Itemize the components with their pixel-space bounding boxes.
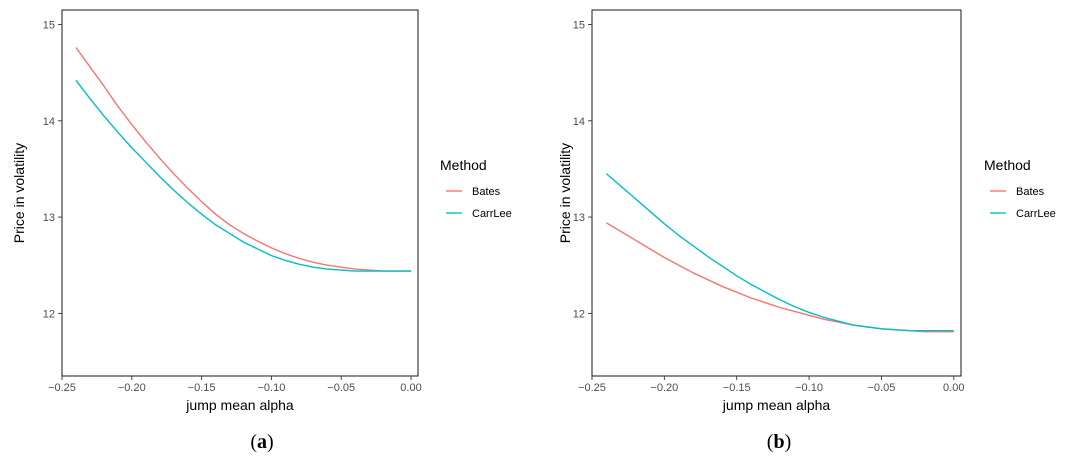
series-line-bates bbox=[75, 47, 412, 272]
caption-open-paren: ( bbox=[250, 431, 257, 453]
x-tick-label: −0.25 bbox=[48, 382, 76, 394]
x-tick-label: −0.10 bbox=[257, 382, 285, 394]
x-axis-title: jump mean alpha bbox=[185, 397, 294, 413]
legend-label-bates: Bates bbox=[1016, 186, 1045, 198]
x-tick-label: −0.25 bbox=[578, 382, 606, 394]
y-tick-label: 13 bbox=[43, 212, 55, 224]
caption-letter: a bbox=[257, 431, 267, 453]
y-tick-label: 14 bbox=[43, 116, 55, 128]
x-tick-label: −0.05 bbox=[867, 382, 895, 394]
x-tick-label: 0.00 bbox=[943, 382, 964, 394]
legend-label-carrlee: CarrLee bbox=[1016, 208, 1056, 220]
legend-label-carrlee: CarrLee bbox=[472, 208, 512, 220]
legend: Method Bates CarrLee bbox=[440, 157, 512, 220]
caption-close-paren: ) bbox=[785, 431, 792, 453]
x-tick-label: 0.00 bbox=[400, 382, 421, 394]
y-tick-label: 13 bbox=[573, 212, 585, 224]
x-tick-label: −0.05 bbox=[327, 382, 355, 394]
y-axis-title: Price in volatility bbox=[11, 143, 27, 243]
series-line-carrlee bbox=[606, 173, 954, 332]
plot-area bbox=[591, 9, 962, 377]
caption-open-paren: ( bbox=[767, 431, 774, 453]
caption-letter: b bbox=[773, 431, 784, 453]
legend-title: Method bbox=[440, 157, 487, 173]
chart-panel-b: −0.25 −0.20 −0.15 −0.10 −0.05 0.00 12 13 14 15 jum… bbox=[557, 9, 1056, 453]
x-tick-label: −0.10 bbox=[795, 382, 823, 394]
panel-caption: (a) bbox=[250, 431, 273, 453]
plot-area bbox=[61, 9, 419, 377]
legend-label-bates: Bates bbox=[472, 186, 501, 198]
y-axis-title: Price in volatility bbox=[557, 143, 573, 243]
y-tick-label: 12 bbox=[43, 308, 55, 320]
y-tick-label: 15 bbox=[43, 19, 55, 31]
x-tick-label: −0.20 bbox=[650, 382, 678, 394]
caption-close-paren: ) bbox=[267, 431, 274, 453]
panel-caption: (b) bbox=[767, 431, 791, 453]
y-tick-label: 15 bbox=[573, 19, 585, 31]
series-line-carrlee bbox=[75, 79, 412, 272]
y-tick-label: 14 bbox=[573, 116, 585, 128]
x-tick-label: −0.20 bbox=[118, 382, 146, 394]
legend-title: Method bbox=[984, 157, 1031, 173]
chart-panel-a: −0.25 −0.20 −0.15 −0.10 −0.05 0.00 12 13 14 15 jum… bbox=[11, 9, 512, 453]
x-axis-title: jump mean alpha bbox=[722, 397, 831, 413]
x-tick-label: −0.15 bbox=[188, 382, 216, 394]
y-tick-label: 12 bbox=[573, 308, 585, 320]
x-tick-label: −0.15 bbox=[723, 382, 751, 394]
legend: Method Bates CarrLee bbox=[984, 157, 1056, 220]
